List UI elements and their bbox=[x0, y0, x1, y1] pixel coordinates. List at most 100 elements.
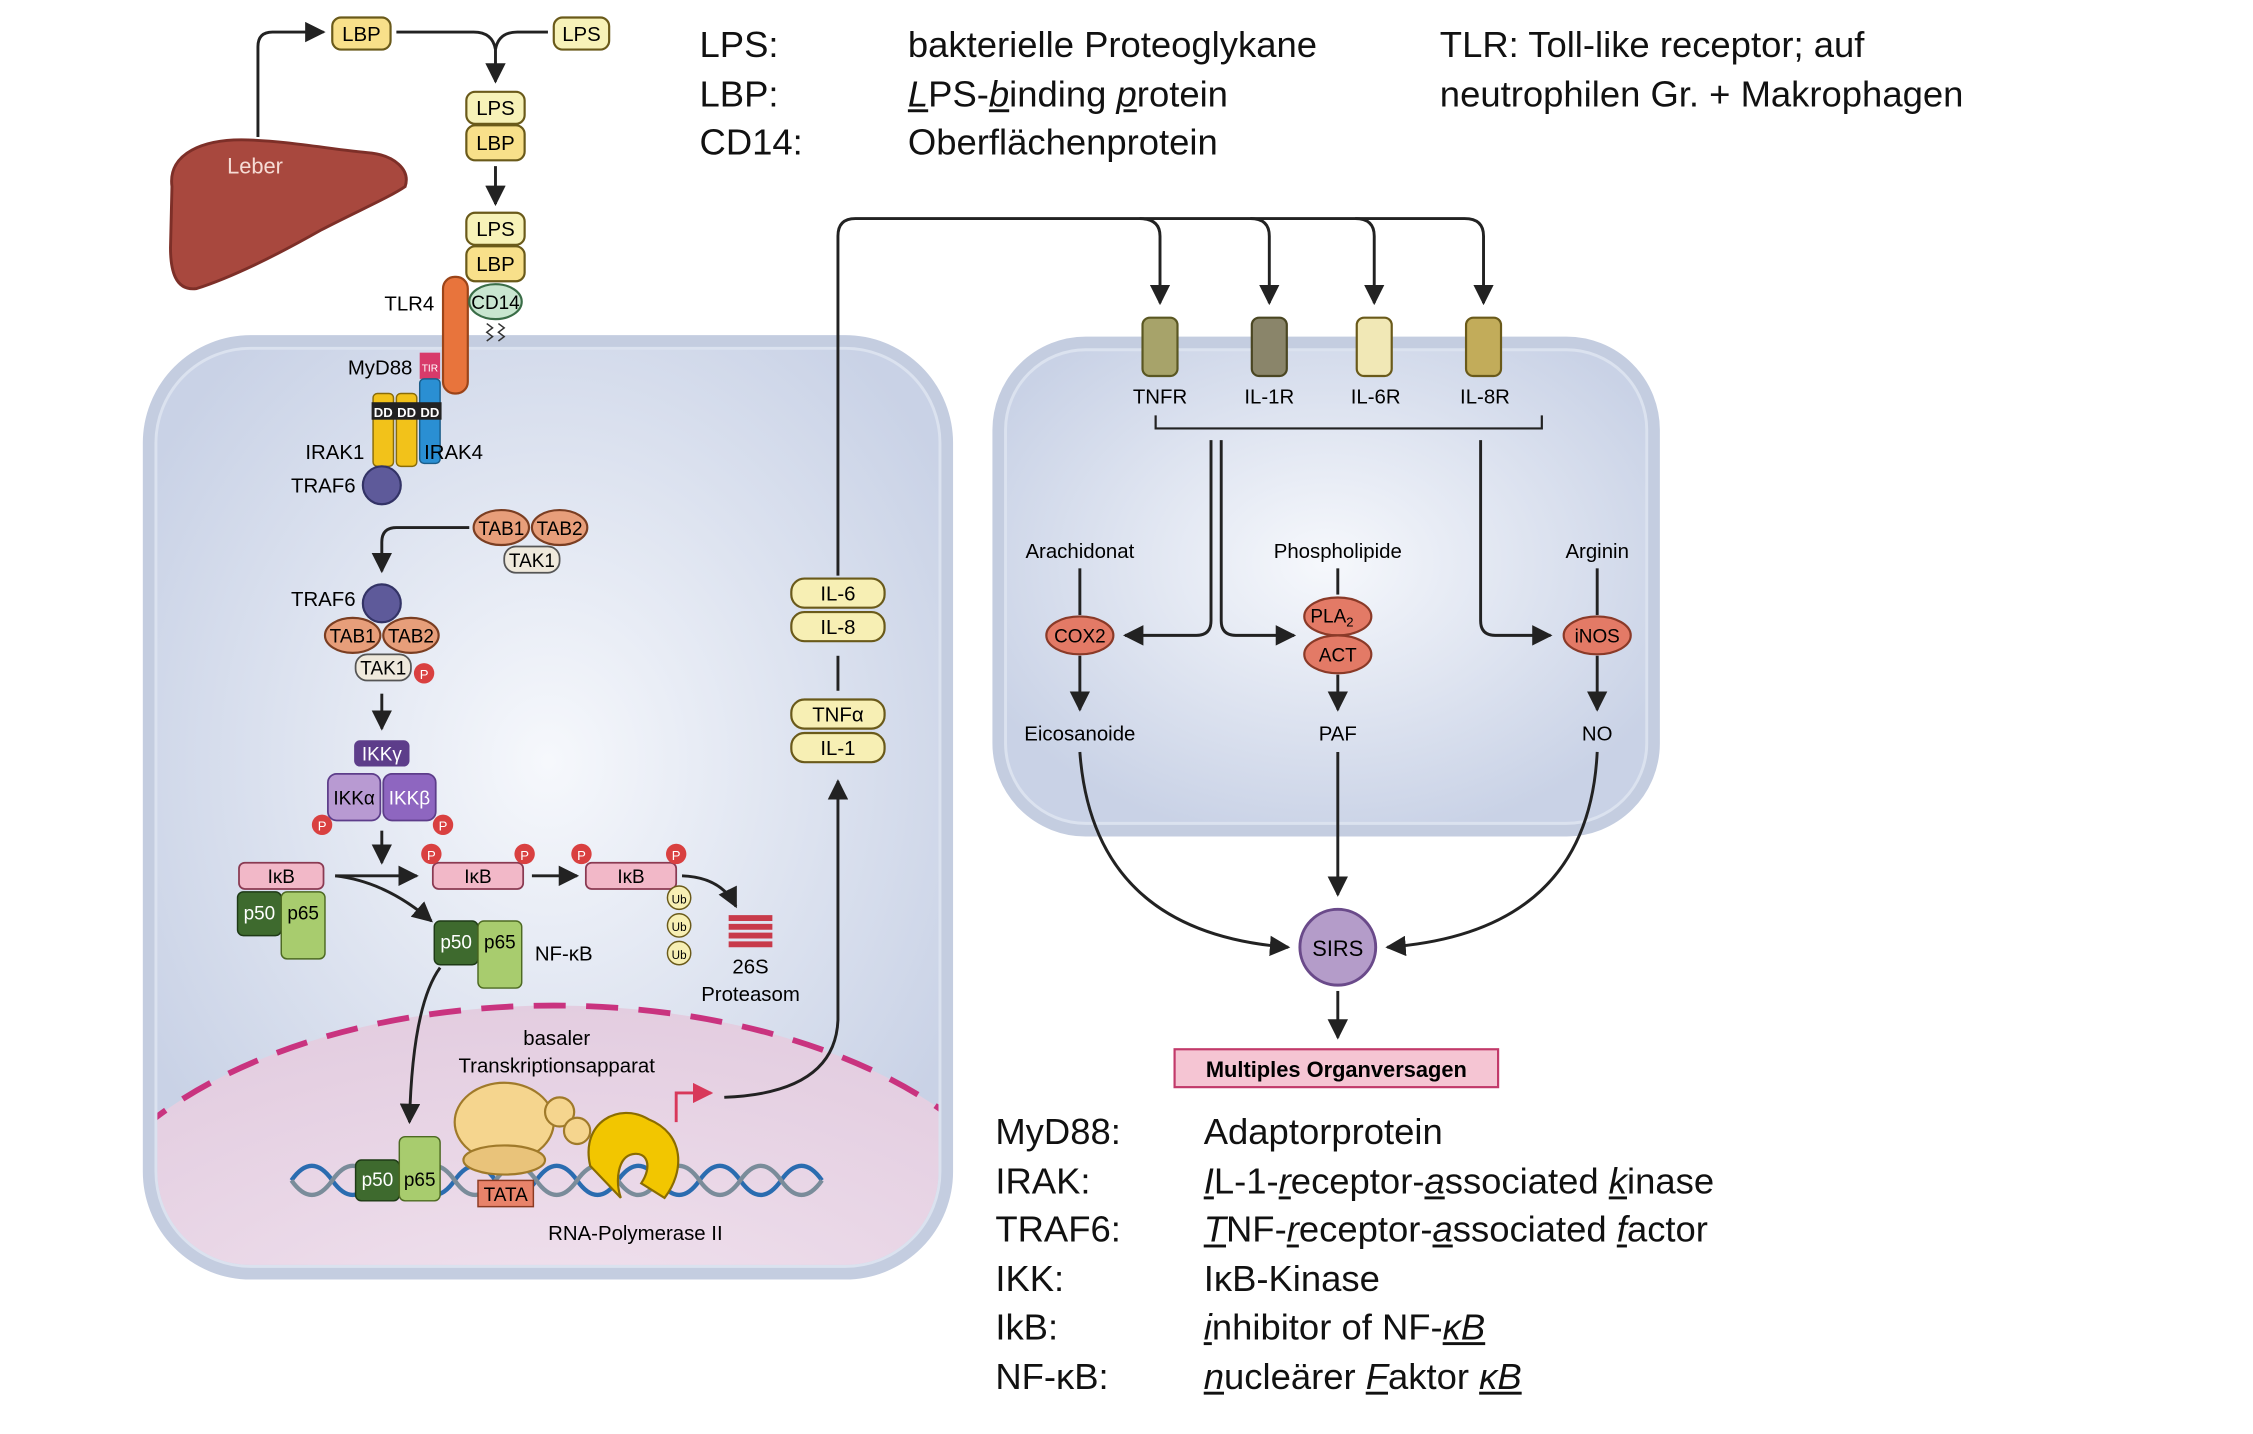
svg-text:LBP: LBP bbox=[476, 133, 515, 155]
ikb-phosphorylated: IκB P P bbox=[421, 843, 535, 890]
svg-text:Ub: Ub bbox=[672, 921, 687, 934]
svg-text:P: P bbox=[439, 819, 448, 834]
svg-text:TAB1: TAB1 bbox=[330, 627, 376, 648]
svg-text:p65: p65 bbox=[484, 933, 516, 954]
traf6-label-1: TRAF6 bbox=[291, 476, 356, 498]
ikk-complex: IKKγ IKKα IKKβ P P bbox=[311, 740, 454, 836]
transcription-apparatus bbox=[453, 1081, 592, 1176]
svg-text:IκB: IκB bbox=[464, 867, 491, 888]
arachidonat-label: Arachidonat bbox=[1025, 541, 1134, 563]
nfkb-free: p50 p65 NF-κB bbox=[433, 920, 593, 989]
receptor-il1r: IL-1R bbox=[1244, 316, 1294, 409]
svg-text:IL-8: IL-8 bbox=[820, 617, 855, 639]
svg-text:SIRS: SIRS bbox=[1312, 936, 1363, 961]
svg-text:IKKβ: IKKβ bbox=[389, 788, 431, 809]
basal-label-2: Transkriptionsapparat bbox=[458, 1056, 655, 1078]
arginin-label: Arginin bbox=[1565, 541, 1628, 563]
rna-polymerase-ii bbox=[587, 1111, 680, 1200]
svg-text:PLA2: PLA2 bbox=[1310, 606, 1353, 629]
svg-text:TNFR: TNFR bbox=[1133, 387, 1187, 409]
svg-text:iNOS: iNOS bbox=[1575, 627, 1620, 648]
svg-text:P: P bbox=[577, 848, 586, 863]
legend-value: Oberflächenprotein bbox=[907, 122, 1218, 164]
svg-text:TAB2: TAB2 bbox=[388, 627, 434, 648]
tir-domain bbox=[419, 352, 441, 379]
proteasome-26s: 26S Proteasom bbox=[701, 915, 800, 1006]
svg-text:26S: 26S bbox=[732, 956, 768, 978]
traf6-label-2: TRAF6 bbox=[291, 589, 356, 611]
svg-text:COX2: COX2 bbox=[1054, 627, 1106, 648]
receptor-tnfr: TNFR bbox=[1133, 316, 1187, 409]
transcription-start-arrow bbox=[674, 1082, 714, 1123]
svg-text:P: P bbox=[420, 667, 429, 682]
svg-text:IκB: IκB bbox=[268, 867, 295, 888]
legend-value: Adaptorprotein bbox=[1203, 1111, 1443, 1153]
legend-value: inhibitor of NF-κB bbox=[1203, 1307, 1486, 1349]
svg-text:P: P bbox=[672, 848, 681, 863]
legend-value: bakterielle Proteoglykane bbox=[907, 24, 1318, 66]
enzyme-pla2: PLA2 bbox=[1303, 596, 1373, 637]
svg-text:TATA: TATA bbox=[484, 1185, 529, 1206]
svg-text:TAK1: TAK1 bbox=[509, 551, 555, 572]
svg-text:TNFα: TNFα bbox=[812, 704, 864, 726]
svg-text:NF-κB: NF-κB bbox=[535, 943, 593, 965]
svg-text:DD: DD bbox=[374, 405, 393, 420]
svg-text:DD: DD bbox=[420, 405, 439, 420]
svg-text:Ub: Ub bbox=[672, 894, 687, 907]
no-label: NO bbox=[1582, 723, 1613, 745]
svg-text:IKKγ: IKKγ bbox=[362, 745, 403, 766]
svg-text:Proteasom: Proteasom bbox=[701, 984, 800, 1006]
enzyme-cox2: COX2 bbox=[1045, 615, 1115, 656]
legend-value: IL-1-receptor-associated kinase bbox=[1203, 1160, 1715, 1202]
svg-text:Ub: Ub bbox=[672, 949, 687, 962]
legend-key: MyD88: bbox=[995, 1111, 1121, 1153]
legend-tlr-line2: neutrophilen Gr. + Makrophagen bbox=[1439, 73, 1964, 115]
svg-text:p65: p65 bbox=[287, 904, 319, 925]
svg-text:LPS: LPS bbox=[476, 98, 515, 120]
svg-text:TAB2: TAB2 bbox=[537, 519, 583, 540]
legend-value: nucleärer Faktor κB bbox=[1203, 1356, 1522, 1397]
svg-text:P: P bbox=[318, 819, 327, 834]
tab-tak-complex-2: TAB1 TAB2 TAK1 P bbox=[323, 616, 440, 684]
svg-text:IL-8R: IL-8R bbox=[1460, 387, 1510, 409]
enzyme-inos: iNOS bbox=[1562, 615, 1632, 656]
legend-value: LPS-binding protein bbox=[907, 73, 1228, 115]
svg-text:p50: p50 bbox=[440, 933, 472, 954]
lps-lbp-complex-2: LPS LBP bbox=[465, 211, 526, 283]
cytokine-il6: IL-6 bbox=[790, 577, 886, 609]
traf6-1 bbox=[361, 465, 402, 506]
svg-text:CD14: CD14 bbox=[471, 293, 519, 314]
paf-label: PAF bbox=[1319, 723, 1357, 745]
svg-text:P: P bbox=[520, 848, 529, 863]
legend-value: TNF-receptor-associated factor bbox=[1203, 1209, 1708, 1251]
legend-tlr: TLR: Toll-like receptor; auf neutrophile… bbox=[1440, 22, 1964, 120]
cytokine-il8: IL-8 bbox=[790, 610, 886, 643]
receptor-il8r: IL-8R bbox=[1460, 316, 1510, 409]
cell-right bbox=[1006, 351, 1646, 822]
svg-text:p50: p50 bbox=[362, 1170, 394, 1191]
svg-text:ACT: ACT bbox=[1319, 646, 1357, 667]
tlr4-receptor bbox=[441, 275, 469, 395]
svg-text:LBP: LBP bbox=[342, 24, 381, 46]
svg-text:IL-1: IL-1 bbox=[820, 738, 855, 760]
svg-text:IL-6: IL-6 bbox=[820, 583, 855, 605]
enzyme-act: ACT bbox=[1303, 634, 1373, 675]
svg-text:IκB: IκB bbox=[617, 867, 644, 888]
myd88-bar bbox=[418, 378, 441, 465]
lps-top: LPS bbox=[552, 16, 611, 51]
liver bbox=[169, 138, 408, 291]
svg-text:TAK1: TAK1 bbox=[360, 659, 406, 680]
myd88-label: MyD88 bbox=[348, 358, 413, 380]
tata-box: TATA bbox=[477, 1179, 535, 1208]
multiples-organversagen: Multiples Organversagen bbox=[1173, 1048, 1500, 1089]
svg-text:p65: p65 bbox=[404, 1170, 436, 1191]
svg-text:IL-6R: IL-6R bbox=[1351, 387, 1401, 409]
legend-key: IkB: bbox=[995, 1307, 1059, 1349]
cytokine-il1: IL-1 bbox=[790, 731, 886, 764]
tlr4-label: TLR4 bbox=[384, 293, 434, 315]
legend-tlr-line1: TLR: Toll-like receptor; auf bbox=[1439, 24, 1865, 66]
phospholipide-label: Phospholipide bbox=[1274, 541, 1402, 563]
lps-lbp-complex-1: LPS LBP bbox=[465, 90, 526, 162]
sirs-node: SIRS bbox=[1298, 907, 1378, 987]
svg-text:p50: p50 bbox=[244, 904, 276, 925]
